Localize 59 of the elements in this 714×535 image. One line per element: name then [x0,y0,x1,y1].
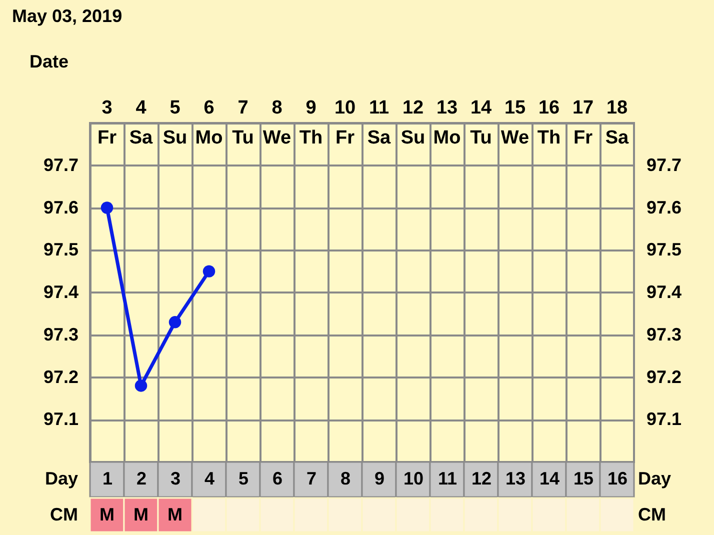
x2-tick-label: 3 [170,468,181,488]
y2-tick-label: 97.7 [646,154,682,175]
y2-tick-label: 97.2 [646,366,682,387]
y-tick-label: 97.4 [43,282,78,302]
text: CM [50,504,78,524]
y2-tick-label: 97.3 [646,324,682,344]
y2-tick-label: 97.4 [646,282,682,302]
x-tick-label: 10 Fr [334,98,356,148]
x2-tick-label: 6 [272,468,283,488]
y2-tick-label: 97.5 [646,240,682,260]
text: CM [638,504,666,524]
x2-tick-label: 8 [340,468,351,488]
text: M [168,504,182,524]
point [168,316,182,328]
x2-tick-label: 5 [238,468,249,488]
x2-tick-label: 11 [438,468,458,488]
chart-title: May 03, 2019 [12,6,122,26]
x2-axis-title: Day [638,468,672,488]
x2-tick-label: 7 [306,468,317,488]
x2-tick-label: 14 [539,468,560,488]
x2-tick-label: 4 [204,468,215,488]
x-tick-label: 3 Fr [98,98,118,148]
x-tick-label: 17 Fr [572,98,594,148]
point [134,380,148,392]
text: M [134,504,148,524]
y-tick-label: 97.6 [43,197,78,218]
x-tick-label: 15 We [500,98,530,148]
x2-tick-label: 13 [505,468,526,488]
x-tick-label: 5 Su [162,98,188,148]
x-tick-label: 4 Sa [129,98,154,148]
x-tick-label: 9 Th [299,98,323,148]
x-tick-label: 7 Tu [232,98,254,148]
x2-tick-label: 16 [607,468,628,488]
text: Day [44,468,78,488]
x2-tick-label: 9 [374,468,385,488]
x-tick-label: 14 Tu [470,98,492,148]
point [100,202,114,214]
x-tick-label: 16 Th [537,98,561,148]
x-axis-title: Date [29,52,68,72]
y-tick-label: 97.3 [43,324,78,344]
text: M [100,504,114,524]
x-tick-label: 13 Mo [433,98,461,148]
point [202,265,216,278]
y-tick-label: 97.1 [43,409,78,430]
x-tick-label: 6 Mo [195,98,223,148]
x-tick-label: 11 Sa [367,98,392,148]
x2-tick-label: 10 [403,468,424,488]
y-tick-label: 97.7 [43,154,78,175]
x2-tick-label: 12 [471,468,492,488]
x-tick-label: 8 We [262,98,292,148]
x2-tick-label: 2 [136,468,147,488]
x-tick-label: 18 Sa [605,98,630,148]
x-tick-label: 12 Su [400,98,426,148]
y-tick-label: 97.5 [43,240,78,260]
y2-tick-label: 97.1 [646,409,682,430]
x2-tick-label: 15 [573,468,594,488]
y-tick-label: 97.2 [43,366,78,387]
y2-tick-label: 97.6 [646,197,682,218]
x2-tick-label: 1 [102,468,113,488]
